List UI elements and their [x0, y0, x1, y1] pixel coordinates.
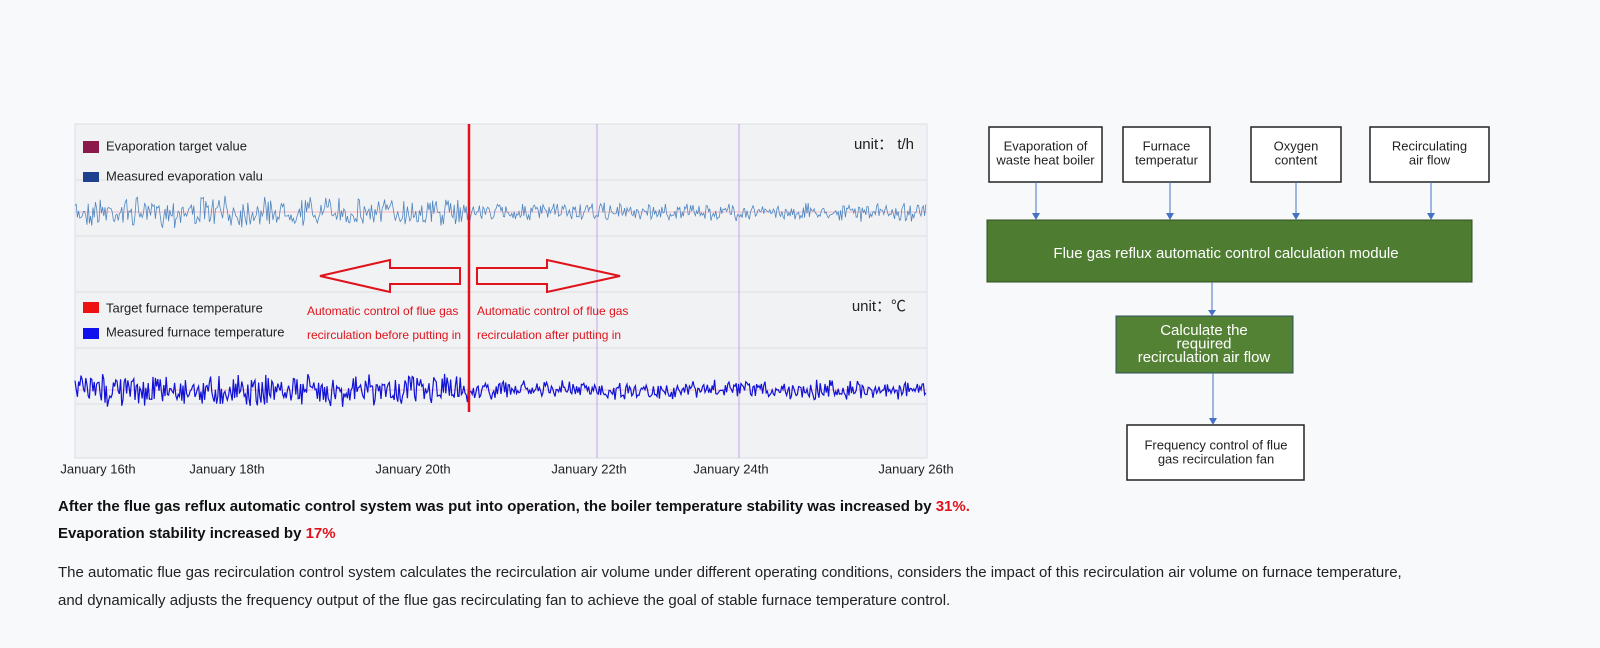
unit-label: unit：℃: [852, 298, 906, 315]
summary-value: 17%: [305, 525, 336, 542]
paragraph: The automatic flue gas recirculation con…: [58, 564, 1402, 609]
arrow-head: [1209, 418, 1217, 425]
arrow-head: [1292, 213, 1300, 220]
calc-box: [1115, 315, 1294, 374]
legend-label: Measured evaporation valu: [106, 168, 263, 183]
legend-label: Evaporation target value: [106, 138, 247, 153]
chart-grid: [75, 123, 927, 459]
summary-line: After the flue gas reflux automatic cont…: [58, 498, 970, 515]
temperature-trace: [74, 373, 927, 407]
x-labels: January 16th January 18th January 20th Janu…: [60, 461, 953, 476]
arrow-head: [1208, 310, 1216, 316]
arrow-head: [1032, 213, 1040, 220]
input-label: Recirculating: [1392, 138, 1467, 153]
calc-label: Calculate the: [1160, 322, 1248, 339]
input-label: air flow: [1409, 152, 1451, 167]
input-label: waste heat boiler: [995, 152, 1095, 167]
arrow-left: [319, 258, 461, 294]
input-box: [988, 126, 1103, 183]
legend-label: Target furnace temperature: [106, 300, 263, 315]
input-box: [1369, 126, 1490, 183]
calc-label: required: [1176, 335, 1231, 352]
input-label: content: [1275, 152, 1318, 167]
annotation: recirculation before putting in: [307, 328, 461, 342]
annotation: Automatic control of flue gas: [307, 304, 458, 318]
unit-label: unit： t/h: [854, 136, 914, 153]
module-label: Flue gas reflux automatic control calcul…: [1053, 245, 1398, 262]
x-label: January 16th: [60, 461, 135, 476]
summary-text: Evaporation stability increased by: [58, 525, 302, 542]
legend-swatch: [83, 141, 99, 153]
annotation: recirculation after putting in: [477, 328, 621, 342]
x-label: January 24th: [693, 461, 768, 476]
input-label: Oxygen: [1274, 138, 1319, 153]
summary-line: Evaporation stability increased by 17%: [58, 525, 336, 542]
input-label: temperatur: [1135, 152, 1199, 167]
output-label: Frequency control of flue: [1144, 437, 1287, 452]
legend-swatch: [83, 172, 99, 182]
legend-swatch: [83, 328, 99, 339]
summary-value: 31%.: [935, 498, 970, 515]
arrow-head: [1166, 213, 1174, 220]
output-box: [1126, 424, 1305, 481]
input-box: [1250, 126, 1342, 183]
arrow-right: [476, 258, 621, 294]
legend-swatch: [83, 302, 99, 313]
diagram: Flue gas reflux automatic control calcul…: [986, 126, 1490, 481]
input-box: [1122, 126, 1211, 183]
annotation: Automatic control of flue gas: [477, 304, 628, 318]
legend-label: Measured furnace temperature: [106, 324, 284, 339]
calc-label: recirculation air flow: [1138, 349, 1271, 366]
x-label: January 18th: [189, 461, 264, 476]
input-label: Evaporation of: [1004, 138, 1088, 153]
summary-text: After the flue gas reflux automatic cont…: [58, 498, 932, 515]
module-box: [986, 219, 1473, 283]
arrow-head: [1427, 213, 1435, 220]
x-label: January 20th: [375, 461, 450, 476]
x-label: January 26th: [878, 461, 953, 476]
output-label: gas recirculation fan: [1158, 451, 1274, 466]
input-label: Furnace: [1143, 138, 1191, 153]
x-label: January 22th: [551, 461, 626, 476]
evaporation-trace: [74, 195, 927, 229]
